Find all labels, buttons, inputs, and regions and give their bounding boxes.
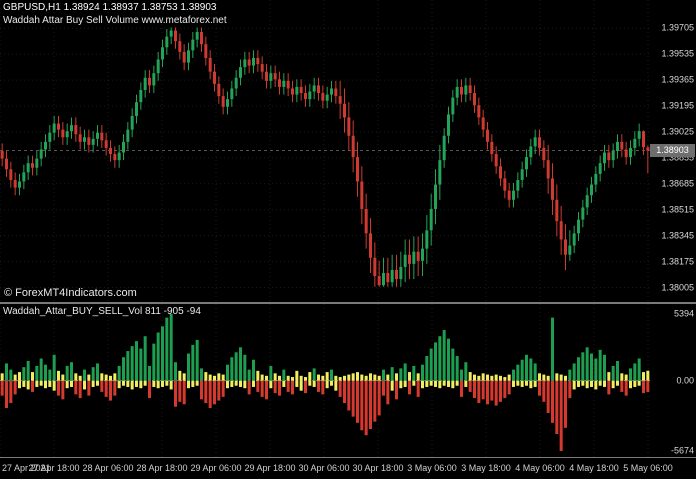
price-chart-panel[interactable]: GBPUSD,H1 1.38924 1.38937 1.38753 1.3890…	[0, 0, 650, 302]
time-axis-label: 30 Apr 06:00	[298, 463, 350, 473]
candlestick-chart	[0, 0, 650, 302]
current-price-badge: 1.38903	[650, 143, 695, 157]
time-axis-label: 4 May 18:00	[569, 463, 619, 473]
indicator-axis-label: 5394	[673, 308, 694, 319]
time-axis-label: 27 Apr 18:00	[28, 463, 80, 473]
time-axis-label: 29 Apr 06:00	[190, 463, 242, 473]
price-axis-label: 1.39365	[661, 74, 694, 85]
price-gridlines	[0, 27, 650, 289]
indicator-values-line: Waddah_Attar_BUY_SELL_Vol 811 -905 -94	[3, 306, 201, 317]
time-axis-label: 29 Apr 18:00	[244, 463, 296, 473]
candles-layer	[0, 27, 650, 287]
price-axis-label: 1.39025	[661, 126, 694, 137]
indicator-axis-label: 0.00	[676, 375, 694, 386]
price-axis-label: 1.39705	[661, 22, 694, 33]
time-axis-label: 3 May 18:00	[461, 463, 511, 473]
panel-separator[interactable]	[0, 302, 696, 304]
price-axis[interactable]: 1.39705 1.39535 1.39365 1.39195 1.39025 1.388…	[650, 0, 696, 302]
time-axis-label: 30 Apr 18:00	[352, 463, 404, 473]
time-axis-label: 4 May 06:00	[515, 463, 565, 473]
symbol-ohlc-line: GBPUSD,H1 1.38924 1.38937 1.38753 1.3890…	[3, 2, 217, 13]
indicator-title-line: Waddah Attar Buy Sell Volume www.metafor…	[3, 15, 227, 26]
price-axis-label: 1.38855	[661, 152, 694, 163]
volume-bars-layer	[0, 314, 650, 451]
time-axis[interactable]: 27 Apr 2021 27 Apr 18:00 28 Apr 06:00 28 Ap…	[0, 457, 696, 479]
time-axis-label: 3 May 06:00	[407, 463, 457, 473]
time-gridlines	[0, 0, 649, 302]
time-axis-label: 27 Apr 2021	[2, 463, 51, 473]
volume-histogram-chart	[0, 304, 650, 457]
indicator-axis-label: -5674	[670, 445, 694, 456]
price-axis-label: 1.38515	[661, 204, 694, 215]
price-axis-label: 1.38005	[661, 282, 694, 292]
time-axis-label: 5 May 06:00	[623, 463, 673, 473]
time-axis-label: 28 Apr 18:00	[136, 463, 188, 473]
price-axis-label: 1.38345	[661, 230, 694, 241]
price-axis-label: 1.38685	[661, 178, 694, 189]
watermark-text: © ForexMT4Indicators.com	[4, 287, 137, 299]
time-axis-label: 28 Apr 06:00	[82, 463, 134, 473]
price-axis-label: 1.38175	[661, 256, 694, 267]
price-axis-label: 1.39195	[661, 100, 694, 111]
indicator-panel[interactable]: Waddah_Attar_BUY_SELL_Vol 811 -905 -94	[0, 304, 650, 457]
price-axis-label: 1.39535	[661, 48, 694, 59]
indicator-axis[interactable]: 5394 0.00 -5674	[650, 304, 696, 457]
